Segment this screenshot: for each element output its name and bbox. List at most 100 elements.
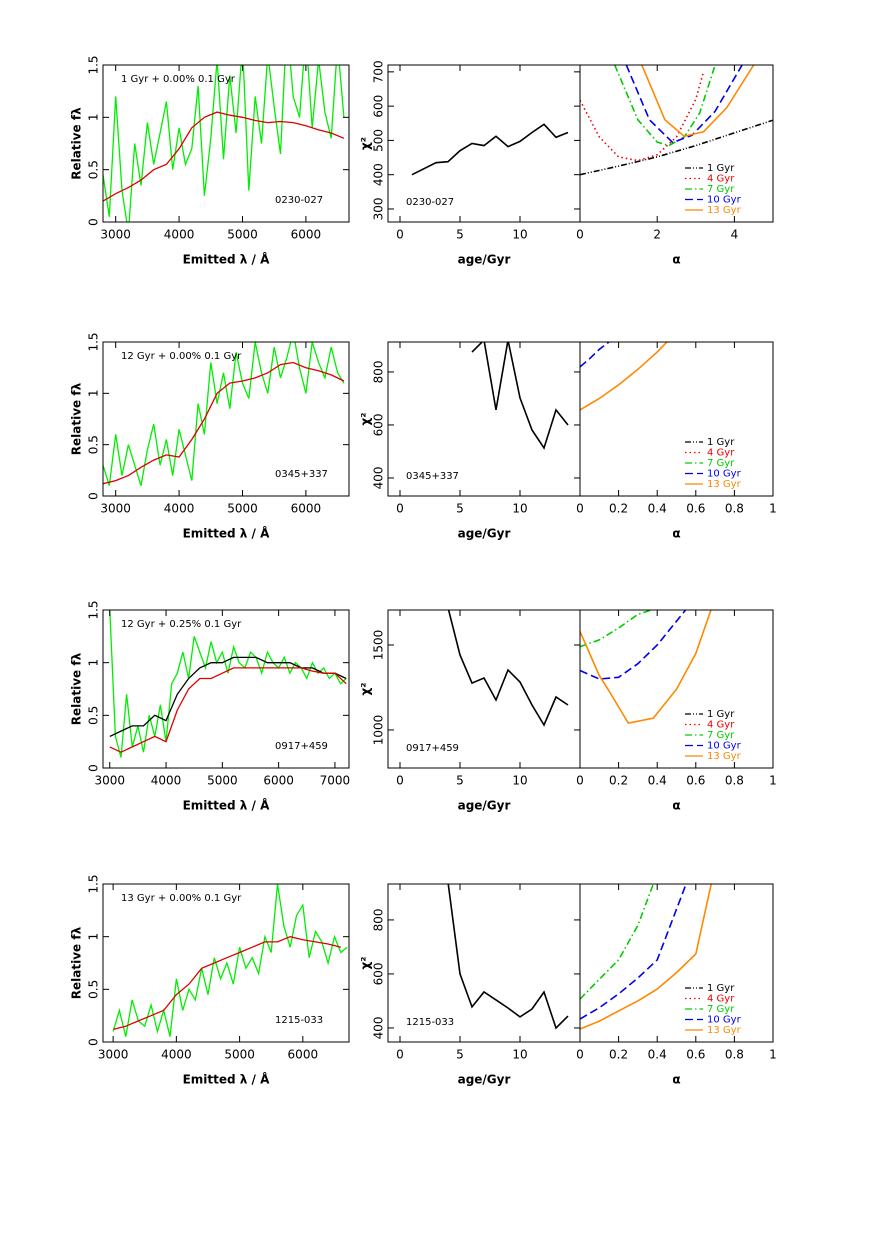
legend-label: 7 Gyr: [707, 730, 735, 741]
y-tick-label: 600: [372, 414, 386, 437]
x-tick-label: 7000: [320, 774, 351, 788]
y-tick-label: 1500: [372, 630, 386, 661]
y-tick-label: 0.5: [87, 160, 101, 179]
x-tick-label: 5: [456, 228, 464, 242]
legend-label: 4 Gyr: [707, 448, 735, 459]
data-line: [411, 123, 569, 176]
x-tick-label: 5000: [227, 228, 258, 242]
x-tick-label: 0: [396, 774, 404, 788]
x-axis-label: Emitted λ / Å: [183, 526, 271, 541]
plot-area: [411, 123, 569, 176]
x-tick-label: 0.4: [648, 502, 667, 516]
legend-label: 4 Gyr: [707, 174, 735, 185]
data-line: [471, 342, 569, 450]
frame: [579, 883, 774, 1043]
x-tick-label: 0: [576, 502, 584, 516]
data-line: [103, 342, 345, 486]
x-tick-label: 5000: [227, 502, 258, 516]
x-tick-label: 10: [512, 228, 527, 242]
x-tick-label: 0: [576, 1048, 584, 1062]
y-tick-label: 0.5: [87, 435, 101, 454]
annotation: 12 Gyr + 0.00% 0.1 Gyr: [121, 351, 242, 362]
plot-area: [580, 884, 712, 1030]
data-line: [109, 667, 347, 753]
x-tick-label: 6000: [263, 774, 294, 788]
annotation: 12 Gyr + 0.25% 0.1 Gyr: [121, 619, 242, 630]
legend-label: 13 Gyr: [707, 1025, 742, 1036]
frame: [579, 341, 774, 497]
legend-label: 13 Gyr: [707, 479, 742, 490]
x-axis-label: age/Gyr: [458, 253, 511, 267]
frame: [102, 64, 350, 223]
plot-area: [103, 65, 345, 222]
plot-area: [112, 884, 348, 1037]
legend-label: 13 Gyr: [707, 751, 742, 762]
x-axis-label: Emitted λ / Å: [183, 798, 271, 813]
data-line: [447, 884, 569, 1030]
data-line: [580, 342, 610, 368]
y-tick-label: 0.5: [87, 706, 101, 725]
plot-area: [580, 342, 668, 411]
plot-area: [447, 610, 569, 727]
x-tick-label: 0.8: [725, 502, 744, 516]
plot-area: [471, 342, 569, 450]
legend-label: 1 Gyr: [707, 163, 735, 174]
data-line: [613, 65, 716, 147]
x-axis-label: α: [672, 799, 680, 813]
data-line: [580, 884, 687, 1020]
legend-label: 10 Gyr: [707, 469, 742, 480]
plot-area: [447, 884, 569, 1030]
frame: [102, 609, 350, 769]
data-line: [580, 610, 654, 648]
data-line: [580, 610, 687, 680]
y-axis-label: Relative fλ: [70, 652, 84, 725]
plot-area: [580, 610, 712, 724]
y-tick-label: 400: [372, 163, 386, 186]
y-tick-label: 1: [87, 659, 101, 667]
x-tick-label: 10: [512, 502, 527, 516]
legend-label: 10 Gyr: [707, 741, 742, 752]
object-label: 0230-027: [406, 197, 454, 208]
data-line: [103, 361, 345, 485]
data-line: [641, 65, 755, 138]
x-tick-label: 10: [512, 774, 527, 788]
y-axis-label: χ²: [359, 957, 373, 970]
x-axis-label: α: [672, 1073, 680, 1087]
y-tick-label: 800: [372, 360, 386, 383]
x-axis-label: α: [672, 253, 680, 267]
object-label: 0230-027: [275, 195, 323, 206]
legend-label: 13 Gyr: [707, 205, 742, 216]
plot-area: [103, 342, 345, 486]
x-tick-label: 5: [456, 1048, 464, 1062]
y-axis-label: χ²: [359, 683, 373, 696]
y-tick-label: 500: [372, 129, 386, 152]
x-axis-label: age/Gyr: [458, 527, 511, 541]
legend-label: 10 Gyr: [707, 195, 742, 206]
y-tick-label: 1.5: [87, 874, 101, 893]
y-tick-label: 1: [87, 933, 101, 941]
x-tick-label: 0.4: [648, 1048, 667, 1062]
x-axis-label: Emitted λ / Å: [183, 1072, 271, 1087]
data-line: [112, 936, 341, 1031]
x-tick-label: 0.8: [725, 1048, 744, 1062]
legend-label: 7 Gyr: [707, 1004, 735, 1015]
x-tick-label: 0.4: [648, 774, 667, 788]
x-tick-label: 0.6: [686, 1048, 705, 1062]
x-tick-label: 1: [769, 502, 777, 516]
y-tick-label: 600: [372, 95, 386, 118]
y-tick-label: 0.5: [87, 980, 101, 999]
x-axis-label: Emitted λ / Å: [183, 252, 271, 267]
legend-label: 10 Gyr: [707, 1015, 742, 1026]
y-tick-label: 1.5: [87, 600, 101, 619]
object-label: 1215-033: [406, 1017, 454, 1028]
y-tick-label: 1000: [372, 715, 386, 746]
y-tick-label: 600: [372, 962, 386, 985]
object-label: 0345+337: [406, 471, 459, 482]
x-tick-label: 0.6: [686, 502, 705, 516]
x-tick-label: 5: [456, 774, 464, 788]
x-tick-label: 5: [456, 502, 464, 516]
x-tick-label: 1: [769, 774, 777, 788]
legend-label: 7 Gyr: [707, 458, 735, 469]
frame: [579, 609, 774, 769]
